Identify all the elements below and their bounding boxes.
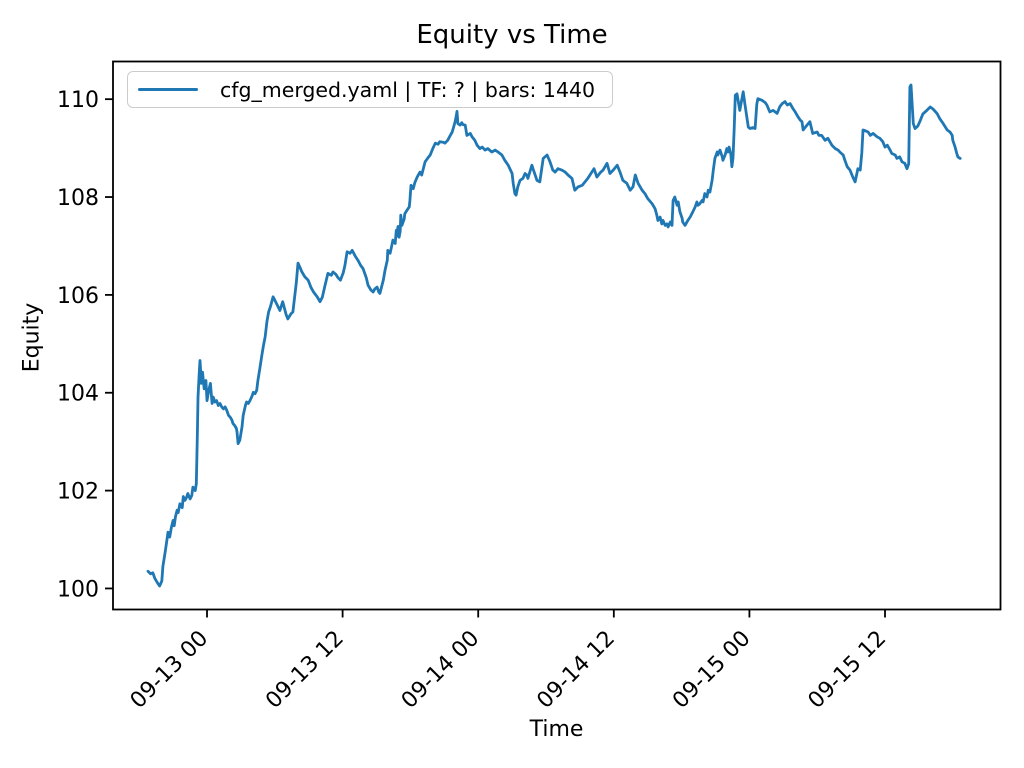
x-tick-label: 09-14 12 bbox=[532, 626, 620, 714]
legend-line-swatch bbox=[138, 87, 198, 92]
y-tick-label: 108 bbox=[57, 186, 99, 211]
x-tick-label: 09-13 00 bbox=[126, 626, 214, 714]
legend-label: cfg_merged.yaml | TF: ? | bars: 1440 bbox=[220, 77, 596, 102]
y-axis-label: Equity bbox=[19, 302, 45, 373]
x-axis-label: Time bbox=[529, 717, 584, 742]
y-tick-label: 104 bbox=[57, 382, 99, 407]
y-tick-label: 102 bbox=[57, 480, 99, 505]
y-tick-label: 110 bbox=[57, 88, 99, 113]
chart-title: Equity vs Time bbox=[416, 20, 608, 50]
x-tick-label: 09-13 12 bbox=[261, 626, 349, 714]
equity-line bbox=[146, 83, 962, 588]
axes-frame bbox=[112, 60, 1002, 611]
x-tick-label: 09-14 00 bbox=[397, 626, 485, 714]
x-tick-label: 09-15 12 bbox=[804, 626, 892, 714]
legend: cfg_merged.yaml | TF: ? | bars: 1440 bbox=[127, 71, 613, 108]
y-tick-label: 100 bbox=[57, 577, 99, 602]
x-tick-label: 09-15 00 bbox=[668, 626, 756, 714]
y-tick-label: 106 bbox=[57, 284, 99, 309]
